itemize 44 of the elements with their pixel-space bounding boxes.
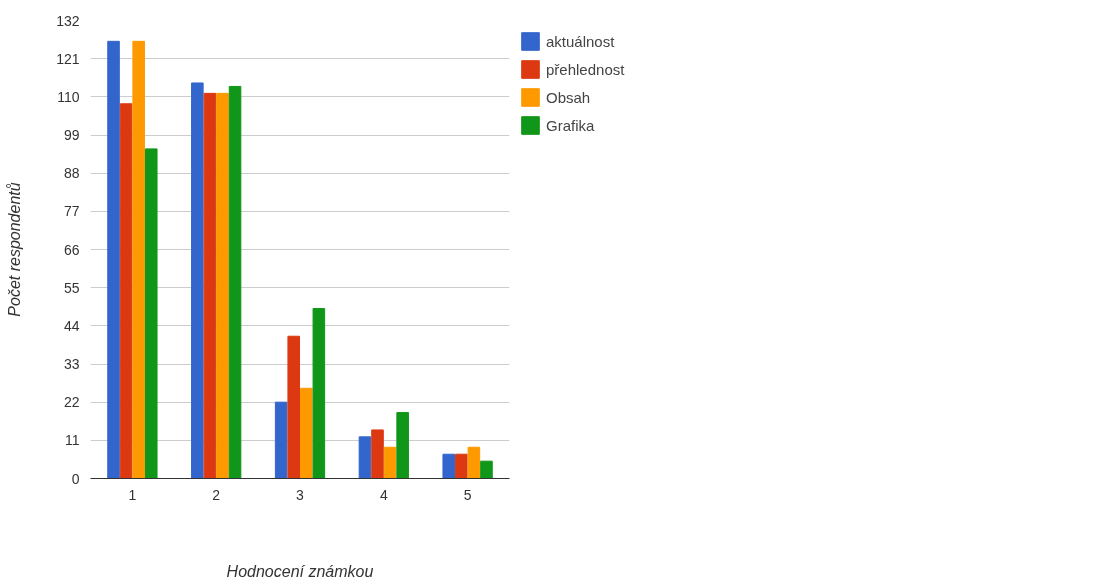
- bar: [132, 40, 145, 479]
- x-tick-label: 4: [379, 486, 388, 503]
- bar: [396, 412, 409, 479]
- bar: [312, 307, 326, 479]
- y-tick-label: 99: [63, 127, 80, 143]
- bar: [371, 429, 384, 479]
- bar: [119, 103, 133, 479]
- legend-label: přehlednost: [546, 60, 625, 78]
- bar: [358, 436, 372, 479]
- y-tick-label: 110: [57, 88, 80, 105]
- x-axis-title: Hodnocení známkou: [226, 562, 374, 580]
- y-tick-label: 0: [71, 470, 80, 487]
- y-tick-label: 132: [56, 12, 80, 29]
- bar: [480, 460, 493, 479]
- x-tick-label: 1: [128, 486, 137, 503]
- bar: [216, 92, 229, 479]
- y-tick-label: 11: [64, 432, 80, 449]
- legend-label: Obsah: [546, 88, 591, 106]
- bar: [144, 148, 158, 479]
- bar: [287, 335, 300, 479]
- x-tick-label: 3: [296, 486, 305, 503]
- legend-label: aktuálnost: [546, 32, 615, 50]
- legend-label: Grafika: [546, 116, 595, 134]
- y-tick-label: 22: [63, 394, 80, 411]
- y-tick-label: 33: [63, 356, 80, 372]
- bar: [442, 453, 456, 479]
- bar: [467, 446, 481, 479]
- bar: [300, 387, 313, 479]
- bar: [107, 40, 120, 479]
- bar: [203, 92, 217, 479]
- y-tick-label: 77: [63, 203, 80, 220]
- y-tick-label: 121: [56, 50, 80, 67]
- y-tick-label: 44: [63, 317, 80, 334]
- bar: [383, 446, 397, 479]
- x-tick-label: 5: [463, 486, 472, 503]
- y-axis-title: Počet respondentů: [6, 182, 24, 317]
- bar: [455, 453, 468, 479]
- bar: [274, 401, 288, 479]
- y-tick-label: 66: [63, 241, 80, 258]
- x-tick-label: 2: [212, 486, 221, 503]
- bar: [228, 85, 242, 479]
- y-tick-label: 88: [63, 165, 80, 182]
- bar: [191, 82, 204, 479]
- y-tick-label: 55: [63, 279, 80, 296]
